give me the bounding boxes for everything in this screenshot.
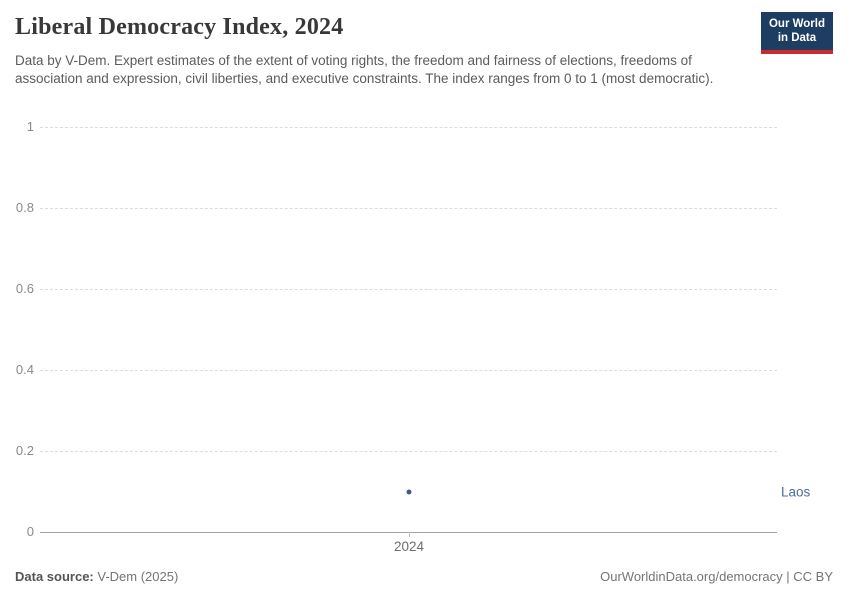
grid-line [40, 451, 777, 452]
owid-url-license[interactable]: OurWorldinData.org/democracy | CC BY [600, 569, 833, 584]
owid-logo-line1: Our World [768, 18, 825, 30]
x-tick-mark [409, 532, 410, 537]
x-tick-label: 2024 [393, 539, 425, 554]
grid-line [40, 208, 777, 209]
y-tick-label: 1 [26, 119, 34, 134]
owid-logo-line2: in Data [777, 31, 817, 44]
grid-line [40, 127, 777, 128]
data-source-note: Data source: V-Dem (2025) [15, 569, 178, 584]
chart-title: Liberal Democracy Index, 2024 [15, 14, 344, 40]
entity-label-laos[interactable]: Laos [781, 484, 811, 499]
y-tick-label: 0.4 [15, 362, 34, 377]
y-tick-label: 0.2 [15, 443, 34, 458]
data-source-label: Data source: [15, 569, 94, 584]
data-source-value: V-Dem (2025) [93, 569, 179, 584]
y-tick-label: 0.6 [15, 281, 34, 296]
y-tick-label: 0 [26, 524, 34, 539]
owid-logo[interactable]: Our World in Data [760, 12, 833, 54]
grid-line [40, 289, 777, 290]
x-axis-line [40, 532, 777, 533]
data-point-laos[interactable] [406, 489, 412, 494]
chart-subtitle: Data by V-Dem. Expert estimates of the e… [15, 53, 714, 86]
grid-line [40, 370, 777, 371]
y-tick-label: 0.8 [15, 200, 34, 215]
